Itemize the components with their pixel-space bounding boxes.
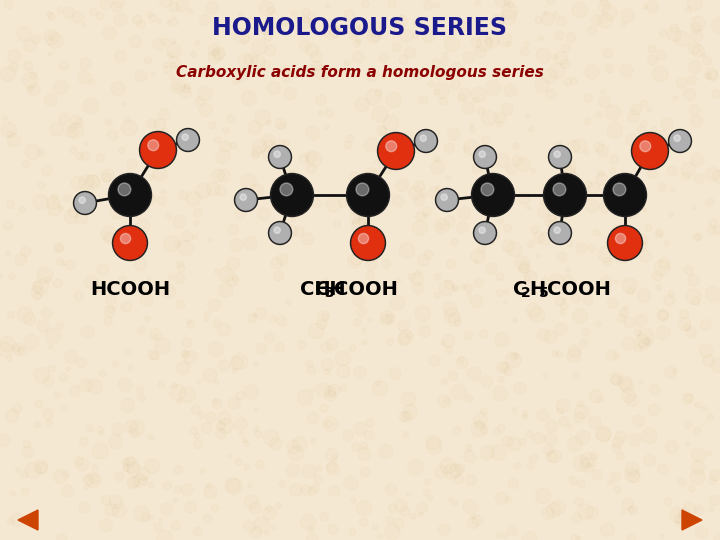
Circle shape [140, 132, 176, 168]
Circle shape [118, 183, 131, 196]
Circle shape [420, 135, 426, 141]
Circle shape [416, 131, 436, 151]
Text: 2: 2 [521, 286, 531, 300]
Circle shape [481, 183, 494, 196]
Circle shape [437, 190, 457, 210]
Circle shape [112, 226, 148, 260]
Text: COOH: COOH [334, 280, 398, 299]
Text: COOH: COOH [547, 280, 611, 299]
Text: 5: 5 [539, 286, 549, 300]
Circle shape [550, 147, 570, 167]
Circle shape [351, 226, 385, 260]
Circle shape [359, 233, 369, 244]
Circle shape [178, 130, 198, 150]
Text: HOMOLOGOUS SERIES: HOMOLOGOUS SERIES [212, 16, 508, 40]
Polygon shape [682, 510, 702, 530]
Circle shape [274, 227, 280, 233]
Circle shape [269, 145, 292, 168]
Circle shape [73, 192, 96, 214]
Circle shape [386, 141, 397, 152]
Circle shape [141, 133, 175, 167]
Circle shape [631, 132, 668, 170]
Circle shape [554, 151, 560, 157]
Circle shape [549, 145, 572, 168]
Circle shape [109, 173, 151, 217]
Circle shape [550, 223, 570, 243]
Circle shape [270, 147, 290, 167]
Circle shape [114, 227, 146, 259]
Circle shape [608, 226, 642, 260]
Text: C: C [513, 280, 527, 299]
Circle shape [346, 173, 390, 217]
Circle shape [176, 129, 199, 152]
Circle shape [379, 134, 413, 168]
Circle shape [120, 233, 130, 244]
Circle shape [235, 188, 258, 212]
Circle shape [613, 183, 626, 196]
Circle shape [670, 131, 690, 151]
Circle shape [271, 173, 313, 217]
Text: 3: 3 [324, 286, 333, 300]
Circle shape [474, 221, 497, 245]
Circle shape [668, 130, 691, 152]
Text: CH: CH [315, 280, 346, 299]
Circle shape [545, 175, 585, 215]
Circle shape [356, 183, 369, 196]
Circle shape [270, 223, 290, 243]
Circle shape [674, 135, 680, 141]
Circle shape [240, 194, 246, 200]
Polygon shape [18, 510, 38, 530]
Circle shape [377, 132, 415, 170]
Circle shape [75, 193, 95, 213]
Circle shape [474, 145, 497, 168]
Circle shape [274, 151, 280, 157]
Circle shape [348, 175, 388, 215]
Circle shape [236, 190, 256, 210]
Circle shape [544, 173, 587, 217]
Circle shape [479, 151, 485, 157]
Text: Carboxylic acids form a homologous series: Carboxylic acids form a homologous serie… [176, 64, 544, 79]
Circle shape [475, 147, 495, 167]
Circle shape [148, 140, 158, 151]
Circle shape [272, 175, 312, 215]
Circle shape [609, 227, 641, 259]
Circle shape [441, 194, 447, 200]
Circle shape [473, 175, 513, 215]
Circle shape [280, 183, 293, 196]
Circle shape [640, 141, 651, 152]
Circle shape [269, 221, 292, 245]
Circle shape [549, 221, 572, 245]
Circle shape [553, 183, 566, 196]
Circle shape [479, 227, 485, 233]
Circle shape [605, 175, 645, 215]
Text: H: H [529, 280, 545, 299]
Circle shape [475, 223, 495, 243]
Circle shape [182, 134, 189, 140]
Circle shape [352, 227, 384, 259]
Text: HCOOH: HCOOH [90, 280, 170, 299]
Circle shape [110, 175, 150, 215]
Circle shape [415, 130, 438, 152]
Circle shape [554, 227, 560, 233]
Circle shape [633, 134, 667, 168]
Circle shape [79, 197, 86, 204]
Circle shape [472, 173, 515, 217]
Text: CH: CH [300, 280, 330, 299]
Circle shape [616, 233, 626, 244]
Circle shape [436, 188, 459, 212]
Circle shape [603, 173, 647, 217]
